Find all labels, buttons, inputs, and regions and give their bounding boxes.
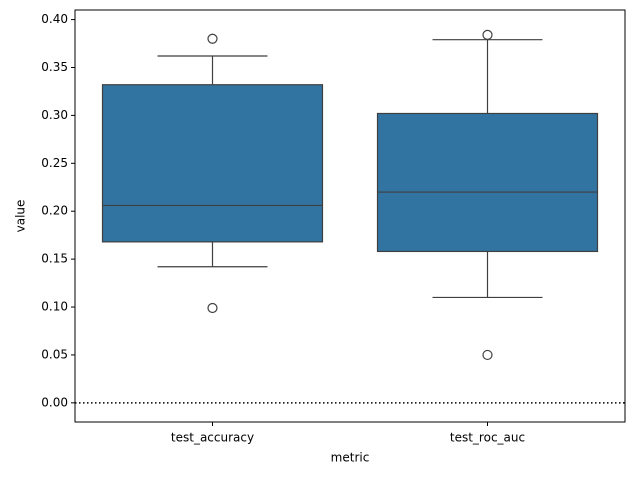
outlier — [482, 29, 493, 41]
y-tick-label: 0.40 — [41, 12, 68, 26]
outlier — [207, 302, 218, 314]
y-tick-label: 0.30 — [41, 108, 68, 122]
y-tick-label: 0.10 — [41, 300, 68, 314]
outlier — [207, 33, 218, 44]
plot-frame — [74, 9, 626, 423]
x-tick-label: test_roc_auc — [450, 431, 525, 445]
y-tick-label: 0.20 — [41, 204, 68, 218]
x-tick-label: test_accuracy — [171, 431, 254, 445]
y-tick-label: 0.35 — [41, 60, 68, 74]
y-tick-label: 0.00 — [41, 395, 68, 409]
box — [101, 84, 324, 243]
box — [376, 112, 599, 253]
y-tick-label: 0.25 — [41, 156, 68, 170]
y-axis-label: value — [14, 200, 28, 233]
y-tick-label: 0.05 — [41, 347, 68, 361]
x-axis-label: metric — [331, 451, 370, 465]
y-tick-label: 0.15 — [41, 252, 68, 266]
outlier — [482, 349, 493, 361]
